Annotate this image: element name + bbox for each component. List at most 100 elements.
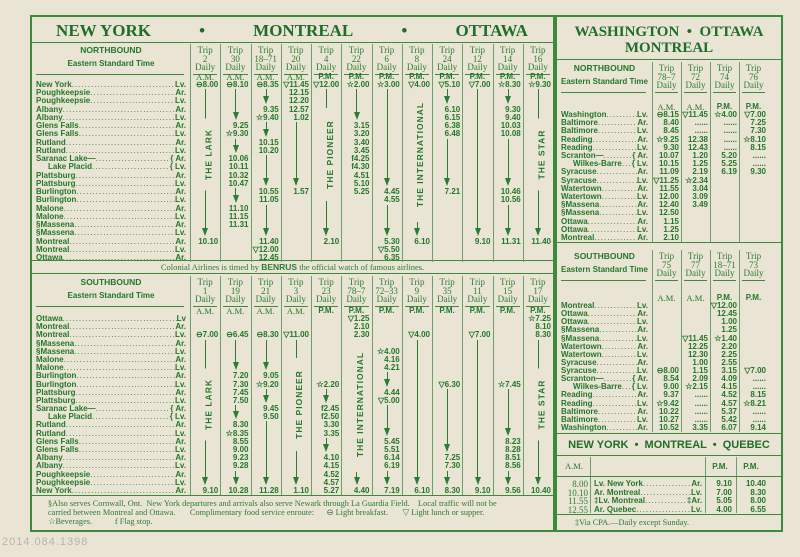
station-row: §Massena Ar. — [36, 339, 186, 348]
leader-dots — [92, 163, 170, 171]
station-row: Reading Ar. — [561, 391, 648, 399]
arrive-leave-label: Ar. — [637, 118, 648, 128]
column-divider — [739, 62, 740, 243]
arrive-leave-label: Ar. — [175, 371, 186, 381]
trip-header: Trip 9 Daily — [402, 278, 432, 304]
trip-header: Trip 20 Daily — [281, 46, 311, 72]
station-name: Watertown — [561, 192, 602, 201]
time-cell: ▽11.45 — [682, 333, 708, 343]
time-cell: 8.30 — [232, 420, 249, 430]
time-cell: ...... — [752, 406, 766, 416]
time-cell: ▽5.50 — [378, 244, 400, 254]
direction-heading: SOUTHBOUND — [574, 251, 635, 261]
time-cell: 7.30 — [444, 461, 461, 471]
leader-dots — [79, 122, 176, 130]
trip-number: 14 — [503, 53, 513, 64]
time-cell: 12.55 — [567, 504, 588, 515]
station-name: Scranton— — [561, 374, 604, 384]
leader-dots — [96, 405, 171, 413]
station-row: Ottawa Ar. — [561, 217, 648, 226]
period-label: P.M. — [378, 71, 395, 81]
trip-header: Trip 78–7 Daily — [652, 64, 681, 90]
time-cell: 2.09 — [692, 374, 708, 384]
period-label: A.M. — [226, 71, 245, 82]
trip-number: 74 — [720, 71, 729, 82]
time-cell: 10.46 — [500, 187, 521, 197]
divider — [655, 92, 678, 93]
column-divider — [371, 44, 373, 263]
time-cell: 7.45 — [232, 387, 249, 397]
trip-header: Trip 76 Daily — [739, 64, 768, 90]
trip-frequency: Daily — [195, 62, 216, 72]
station-row: Burlington Ar. — [36, 188, 186, 196]
time-cell: ☆8.30 — [498, 80, 521, 89]
leader-dots — [63, 114, 175, 122]
time-cell: 9.56 — [505, 485, 521, 495]
arrive-leave-label: Ar. — [175, 420, 186, 430]
station-row: Ottawa Lv — [36, 315, 186, 323]
time-cell: 6.19 — [384, 461, 400, 471]
trip-number: 18–71 — [254, 53, 277, 64]
arrive-leave-label: Lv. — [637, 208, 648, 218]
station-name: Glens Falls — [36, 436, 79, 446]
time-cell: 8.10 — [535, 322, 551, 332]
route-line — [447, 388, 449, 446]
timezone-label: Eastern Standard Time — [67, 59, 155, 68]
trip-label: Trip — [348, 45, 364, 55]
station-row: Ottawa Ar. — [36, 254, 186, 262]
time-cell: ▽7.00 — [744, 366, 766, 376]
trip-label: Trip — [318, 45, 334, 55]
trip-frequency: Daily — [714, 80, 735, 90]
time-cell: 2.25 — [721, 349, 737, 359]
period-label: P.M. — [318, 305, 334, 315]
arrow-down-icon — [262, 476, 269, 485]
station-row: Wilkes-Barre { Lv. — [573, 160, 648, 168]
station-name: Wilkes-Barre — [573, 382, 622, 392]
arrive-leave-label: Ar. — [637, 390, 648, 400]
time-cell: 10.11 — [228, 162, 249, 172]
trip-number: 20 — [291, 53, 301, 64]
arrow-down-icon — [262, 128, 269, 137]
time-cell: 4.52 — [323, 469, 340, 479]
divider — [32, 273, 553, 274]
time-cell: 3.35 — [692, 422, 708, 432]
trip-header: Trip 16 Daily — [523, 46, 553, 72]
column-divider — [250, 44, 252, 263]
arrive-leave-label: Ar. — [175, 187, 186, 197]
time-cell: 8.40 — [663, 118, 679, 128]
trip-number: 78–7 — [347, 285, 366, 296]
route-line — [477, 339, 479, 478]
time-cell: ☆2.00 — [346, 80, 370, 89]
trip-header: Trip 30 Daily — [220, 46, 250, 72]
trip-header: Trip 35 Daily — [432, 278, 462, 304]
station-row: Montreal Lv. — [36, 245, 186, 254]
time-cell: 12.20 — [288, 96, 309, 106]
station-row: Watertown Lv. — [561, 193, 648, 201]
route-line — [235, 339, 237, 364]
period-label: P.M. — [348, 71, 365, 81]
time-cell: 3.49 — [692, 200, 708, 210]
trip-frequency: Daily — [527, 62, 548, 72]
time-cell: 6.14 — [384, 453, 400, 463]
station-row: Syracuse Lv. — [561, 367, 648, 375]
station-name: Ottawa — [561, 224, 588, 234]
arrow-down-icon — [383, 178, 390, 187]
arrive-leave-label: Ar. — [175, 220, 186, 230]
trip-number: 8 — [414, 53, 420, 64]
station-row: §Massena Ar. — [561, 201, 648, 209]
time-cell: 1.25 — [692, 159, 708, 169]
trip-frequency: Daily — [376, 294, 397, 304]
arrive-leave-label: { Ar. — [170, 404, 186, 414]
trip-number: 19 — [230, 285, 240, 296]
time-cell: ☆2.15 — [685, 382, 708, 392]
divider — [404, 306, 429, 307]
arrive-leave-label: Lv. — [637, 175, 648, 185]
time-cell: 2.55 — [721, 357, 737, 367]
time-cell: ▽5.10 — [438, 80, 461, 89]
station-name: Poughkeepsie — [36, 469, 91, 479]
time-cell: ...... — [752, 374, 766, 384]
station-row: Malone Ar. — [36, 204, 186, 213]
quebec-title: NEW YORK • MONTREAL • QUEBEC — [568, 439, 770, 451]
time-cell: 9.10 — [474, 485, 491, 495]
leader-dots — [90, 471, 175, 479]
